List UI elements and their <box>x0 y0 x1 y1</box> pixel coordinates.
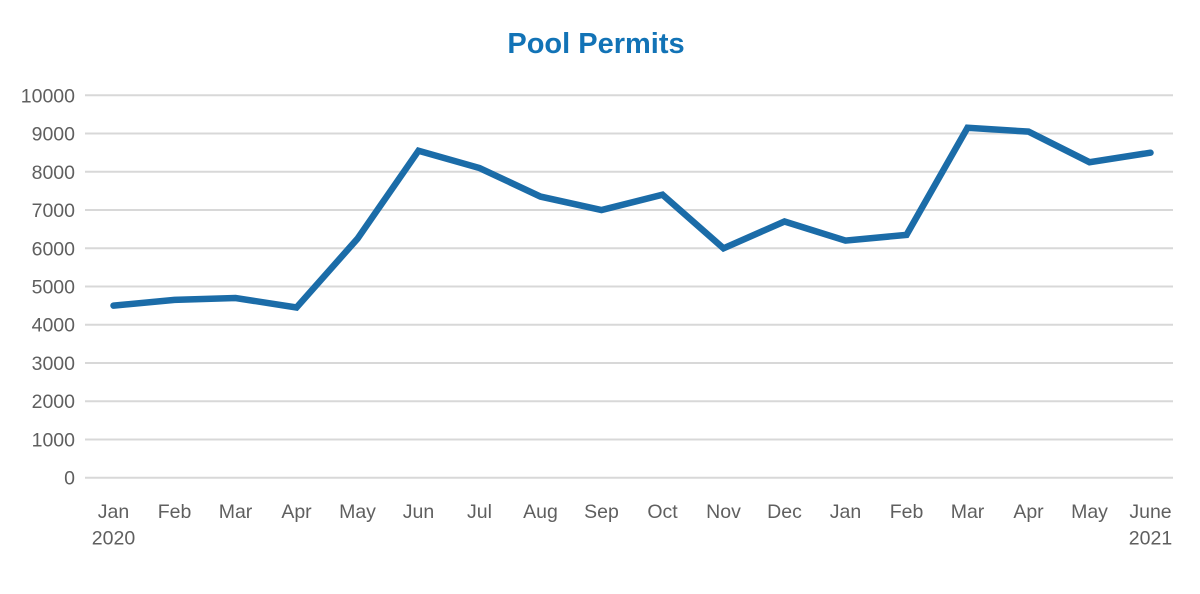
data-series-line <box>110 124 1154 311</box>
y-axis-tick-label: 9000 <box>32 124 76 146</box>
x-axis-year-label: 2020 <box>92 528 136 550</box>
y-axis-tick-label: 10000 <box>21 85 75 107</box>
chart-title: Pool Permits <box>507 28 685 60</box>
x-axis-year-label: 2021 <box>1129 528 1172 550</box>
y-axis-tick-label: 8000 <box>32 162 76 184</box>
y-axis-tick-label: 7000 <box>32 200 76 222</box>
x-axis-tick-label: May <box>339 501 376 523</box>
y-axis-tick-label: 5000 <box>32 277 76 299</box>
x-axis-tick-label: Jul <box>467 501 492 523</box>
x-axis-tick-label: Aug <box>523 501 558 523</box>
x-axis-tick-label: Feb <box>158 501 192 523</box>
x-axis-tick-label: Apr <box>1013 501 1044 523</box>
x-axis-tick-label: Feb <box>890 501 924 523</box>
x-axis-tick-label: Dec <box>767 501 802 523</box>
x-axis-tick-label: Apr <box>281 501 312 523</box>
x-axis-tick-label: June <box>1129 501 1171 523</box>
y-axis-tick-label: 6000 <box>32 238 76 260</box>
y-axis-tick-label: 2000 <box>32 391 76 413</box>
y-axis-tick-label: 4000 <box>32 315 76 337</box>
x-axis-tick-label: Mar <box>951 501 985 523</box>
x-axis-tick-label: Oct <box>647 501 678 523</box>
x-axis-tick-label: Jan <box>98 501 129 523</box>
x-axis-tick-label: Jan <box>830 501 861 523</box>
y-axis-tick-label: 0 <box>64 468 75 490</box>
x-axis-tick-label: May <box>1071 501 1108 523</box>
x-axis-tick-label: Nov <box>706 501 741 523</box>
x-axis-tick-label: Jun <box>403 501 434 523</box>
x-axis-tick-label: Mar <box>219 501 253 523</box>
y-axis-tick-label: 3000 <box>32 353 76 375</box>
x-axis-tick-label: Sep <box>584 501 619 523</box>
y-axis-tick-label: 1000 <box>32 430 76 452</box>
